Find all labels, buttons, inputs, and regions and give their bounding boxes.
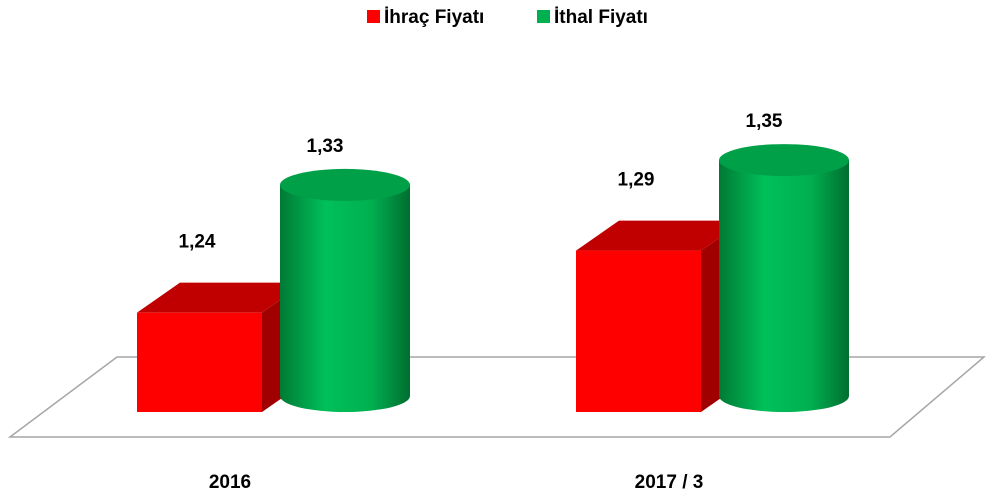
bar [719, 160, 849, 412]
legend-swatch [367, 10, 380, 23]
data-label: 1,35 [746, 111, 783, 132]
bar-top [137, 282, 305, 313]
bar-top [576, 220, 744, 251]
legend-swatch [537, 10, 550, 23]
data-label: 1,24 [179, 232, 216, 253]
x-tick-label: 2016 [209, 472, 251, 493]
bar-top [280, 168, 410, 201]
x-tick-label: 2017 / 3 [635, 472, 704, 493]
bar [280, 184, 410, 412]
data-label: 1,29 [618, 170, 655, 191]
legend-label: İthal Fiyatı [554, 7, 648, 28]
bar [576, 250, 701, 412]
legend-label: İhraç Fiyatı [384, 7, 484, 28]
bar [137, 312, 262, 412]
data-label: 1,33 [307, 136, 344, 157]
bar-top [719, 144, 849, 177]
